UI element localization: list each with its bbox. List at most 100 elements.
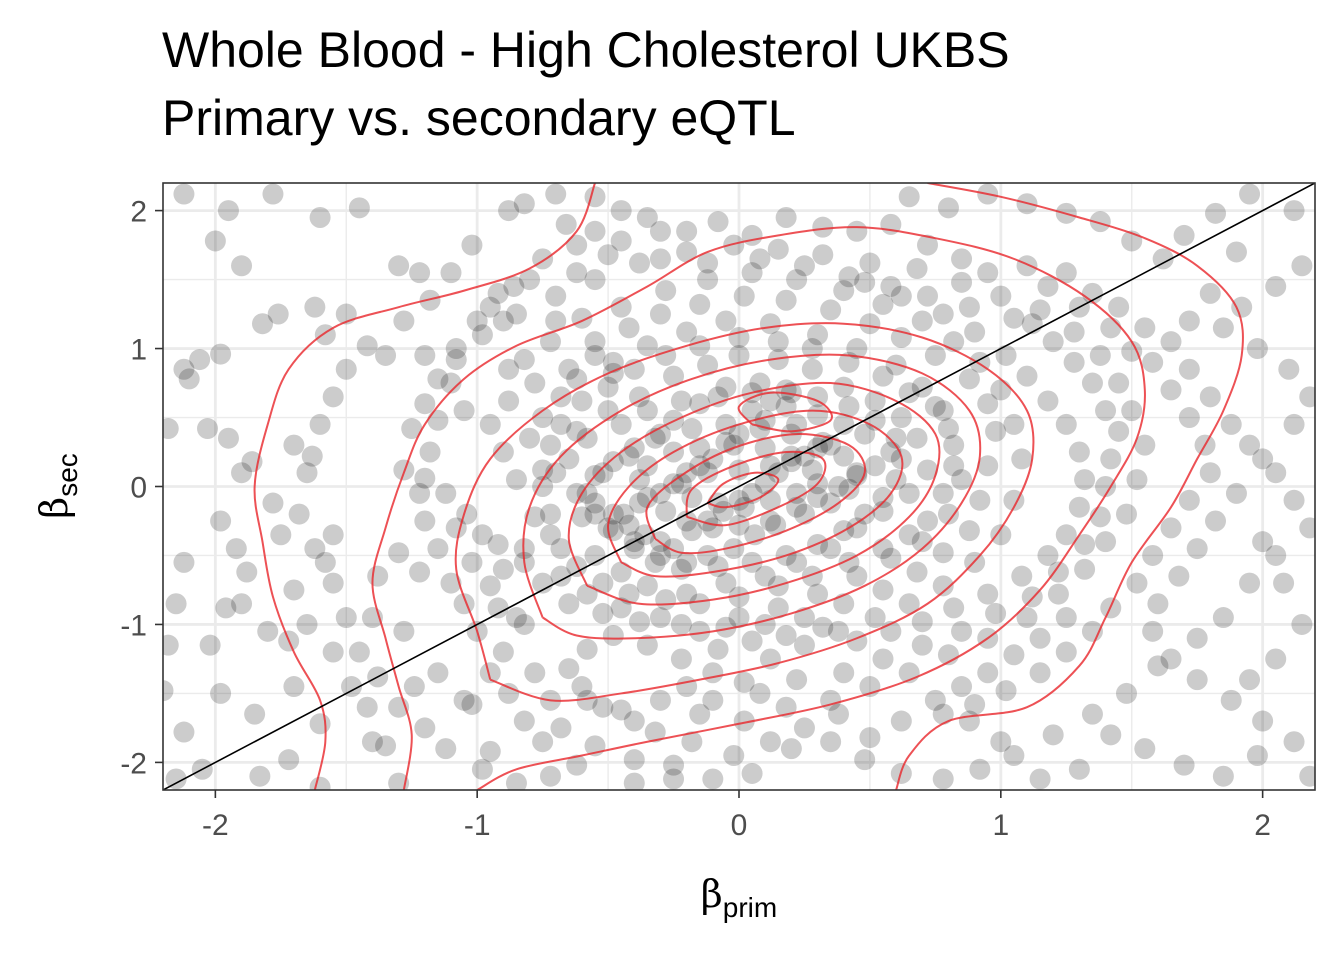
y-axis-label: βsec <box>32 453 83 519</box>
scatter-point <box>623 538 645 560</box>
scatter-point <box>532 476 554 497</box>
scatter-point <box>827 703 849 725</box>
scatter-point <box>592 572 614 594</box>
scatter-point <box>301 445 323 467</box>
scatter-point <box>649 544 671 566</box>
scatter-point <box>765 514 787 536</box>
scatter-point <box>414 510 436 532</box>
scatter-point <box>210 682 232 704</box>
scatter-point <box>296 462 318 484</box>
scatter-point <box>584 220 606 242</box>
scatter-point <box>707 638 729 660</box>
scatter-point <box>707 556 729 578</box>
scatter-point <box>1029 299 1051 321</box>
scatter-point <box>566 368 588 390</box>
scatter-point <box>427 368 449 390</box>
scatter-point <box>466 310 488 332</box>
scatter-point <box>487 597 509 619</box>
scatter-point <box>440 572 462 594</box>
scatter-point <box>204 230 226 252</box>
scatter-point <box>767 349 789 371</box>
scatter-point <box>872 365 894 387</box>
scatter-point <box>924 689 946 711</box>
scatter-point <box>1178 489 1200 511</box>
scatter-point <box>932 303 954 325</box>
scatter-point <box>859 313 881 335</box>
scatter-point <box>262 492 284 514</box>
scatter-point <box>1239 669 1261 691</box>
scatter-point <box>723 538 745 560</box>
scatter-point <box>1147 593 1169 615</box>
scatter-point <box>767 331 789 353</box>
scatter-point <box>793 634 815 656</box>
scatter-point <box>754 437 776 459</box>
scatter-point <box>663 473 685 495</box>
scatter-point <box>872 500 894 522</box>
scatter-point <box>566 482 588 504</box>
scatter-point <box>1265 648 1287 670</box>
scatter-point <box>356 335 378 357</box>
scatter-point <box>505 607 527 629</box>
scatter-point <box>1126 572 1148 594</box>
scatter-point <box>741 630 763 652</box>
scatter-point <box>498 200 520 222</box>
scatter-point <box>215 597 237 619</box>
scatter-point <box>322 524 344 546</box>
scatter-point <box>623 749 645 771</box>
scatter-point <box>414 467 436 489</box>
density-contour <box>567 381 941 606</box>
chart-title: Whole Blood - High Cholesterol UKBS <box>162 22 1010 78</box>
scatter-point <box>1068 758 1090 780</box>
scatter-point <box>1291 613 1313 635</box>
scatter-point <box>576 427 598 449</box>
scatter-point <box>990 285 1012 307</box>
scatter-point <box>846 220 868 242</box>
scatter-point <box>885 427 907 449</box>
scatter-point <box>754 473 776 495</box>
density-contour <box>737 391 833 433</box>
scatter-point <box>917 234 939 256</box>
scatter-point <box>492 558 514 580</box>
scatter-point <box>602 624 624 646</box>
scatter-point <box>461 234 483 256</box>
scatter-point <box>838 478 860 500</box>
scatter-point <box>309 776 331 790</box>
scatter-point <box>1095 531 1117 553</box>
scatter-point <box>1100 448 1122 470</box>
scatter-point <box>1186 538 1208 560</box>
scatter-point <box>733 710 755 732</box>
scatter-point <box>951 620 973 642</box>
scatter-point <box>322 572 344 594</box>
scatter-point <box>309 206 331 228</box>
scatter-point <box>741 762 763 784</box>
scatter-point <box>487 533 509 555</box>
scatter-point <box>715 376 737 398</box>
scatter-point <box>519 269 541 291</box>
scatter-point <box>163 418 179 440</box>
scatter-point <box>924 344 946 366</box>
scatter-point <box>1283 413 1305 435</box>
scatter-point <box>163 634 179 656</box>
scatter-point <box>335 607 357 629</box>
scatter-point <box>951 271 973 293</box>
scatter-point <box>539 331 561 353</box>
scatter-point <box>539 765 561 787</box>
scatter-point <box>676 241 698 263</box>
scatter-point <box>715 616 737 638</box>
scatter-point <box>733 496 755 518</box>
scatter-point <box>296 613 318 635</box>
scatter-point <box>629 469 651 491</box>
scatter-point <box>519 427 541 449</box>
scatter-point <box>775 624 797 646</box>
scatter-point <box>199 634 221 656</box>
scatter-point <box>670 613 692 635</box>
scatter-point <box>1095 400 1117 422</box>
scatter-point <box>262 183 284 205</box>
scatter-points <box>163 183 1315 790</box>
scatter-point <box>833 445 855 467</box>
scatter-point <box>707 386 729 408</box>
scatter-point <box>492 641 514 663</box>
scatter-point <box>1212 765 1234 787</box>
scatter-point <box>801 358 823 380</box>
scatter-point <box>670 390 692 412</box>
